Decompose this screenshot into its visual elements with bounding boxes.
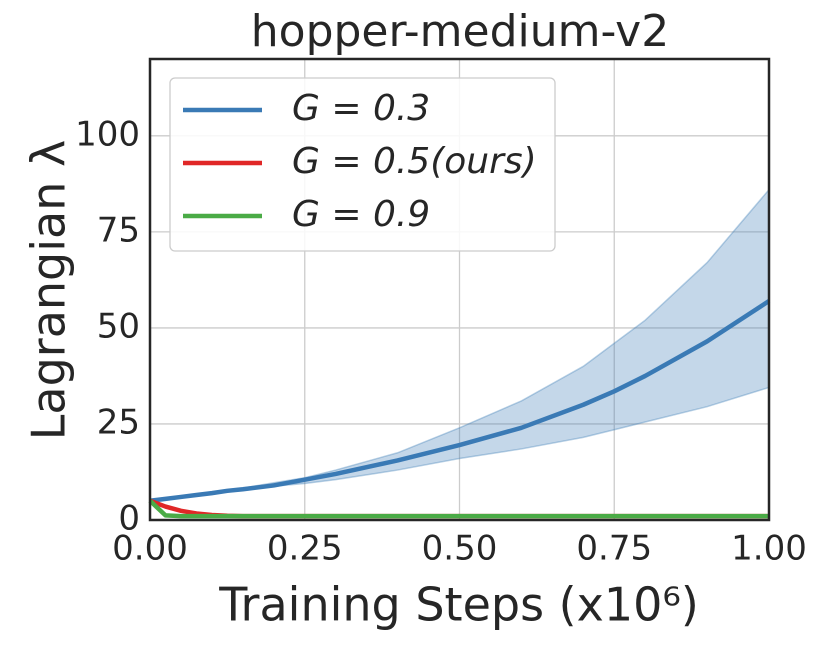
x-tick-label: 0.25 [267, 529, 343, 569]
y-tick-label: 75 [97, 210, 140, 250]
y-tick-label: 50 [97, 306, 140, 346]
plot-frame [148, 57, 771, 522]
x-tick-label: 0.00 [112, 529, 188, 569]
legend-box [169, 77, 556, 252]
chart-title: hopper-medium-v2 [251, 6, 669, 57]
legend-label: G = 0.9 [292, 194, 430, 235]
legend-label: G = 0.3 [292, 88, 430, 129]
legend-label: G = 0.5(ours) [292, 141, 537, 182]
data-line [148, 499, 769, 519]
x-tick-label: 0.75 [576, 529, 652, 569]
data-line [149, 299, 771, 504]
y-axis-label: Lagrangian λ [22, 140, 76, 440]
y-tick-label: 100 [75, 114, 140, 154]
x-tick-label: 1.00 [731, 529, 807, 569]
x-tick-label: 0.50 [422, 529, 498, 569]
x-axis-label: Training Steps (x10⁶) [218, 578, 699, 632]
y-tick-label: 0 [118, 499, 140, 539]
y-tick-label: 25 [97, 402, 140, 442]
